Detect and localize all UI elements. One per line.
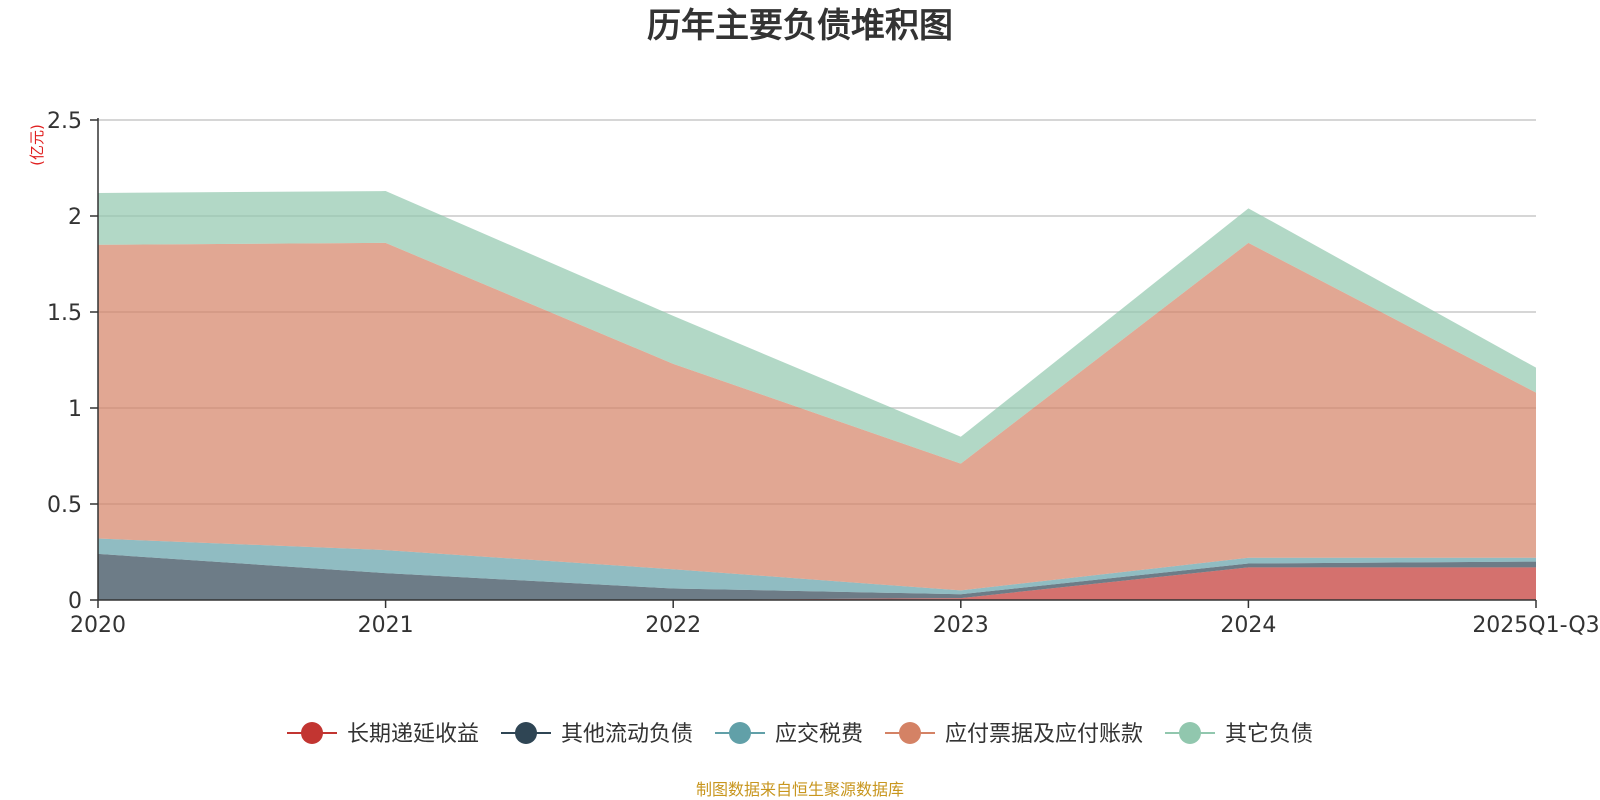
y-tick-label: 2 bbox=[68, 205, 82, 230]
y-tick-label: 0 bbox=[68, 589, 82, 614]
legend-marker-dot bbox=[301, 722, 323, 744]
data-source-note: 制图数据来自恒生聚源数据库 bbox=[696, 780, 904, 799]
area-series-5 bbox=[98, 191, 1536, 464]
area-series-2 bbox=[98, 553, 1536, 600]
x-tick-label: 2020 bbox=[70, 613, 126, 638]
legend-label: 应付票据及应付账款 bbox=[945, 722, 1143, 747]
legend-label: 其它负债 bbox=[1225, 722, 1313, 747]
legend-item: 应付票据及应付账款 bbox=[885, 722, 1143, 747]
area-series-3 bbox=[98, 538, 1536, 595]
legend-marker-dot bbox=[1179, 722, 1201, 744]
axes: 0 0.5 1 1.5 2 2.5 2020 2021 2022 2023 2024 2025Q1-Q… bbox=[47, 109, 1600, 638]
legend-item: 应交税费 bbox=[715, 722, 863, 747]
y-tick-label: 1 bbox=[68, 397, 82, 422]
area-series-4 bbox=[98, 242, 1536, 591]
y-tick-label: 1.5 bbox=[47, 301, 82, 326]
x-tick-label: 2022 bbox=[645, 613, 701, 638]
legend-marker-dot bbox=[515, 722, 537, 744]
y-tick-label: 2.5 bbox=[47, 109, 82, 134]
legend-label: 长期递延收益 bbox=[347, 722, 479, 747]
legend: 长期递延收益 其他流动负债 应交税费 应付票据及应付账款 其它负债 bbox=[287, 722, 1313, 747]
legend-marker-dot bbox=[729, 722, 751, 744]
area-series-1 bbox=[98, 567, 1536, 600]
x-tick-label: 2021 bbox=[358, 613, 414, 638]
x-tick-label: 2023 bbox=[933, 613, 989, 638]
legend-item: 其它负债 bbox=[1165, 722, 1313, 747]
y-tick-label: 0.5 bbox=[47, 493, 82, 518]
area-series-layer bbox=[98, 191, 1536, 600]
x-tick-label: 2024 bbox=[1220, 613, 1276, 638]
legend-marker-dot bbox=[899, 722, 921, 744]
legend-label: 其他流动负债 bbox=[561, 722, 693, 747]
y-axis-unit-label: (亿元) bbox=[28, 124, 46, 166]
chart-title: 历年主要负债堆积图 bbox=[647, 6, 953, 46]
legend-item: 长期递延收益 bbox=[287, 722, 479, 747]
x-tick-label: 2025Q1-Q3 bbox=[1472, 613, 1599, 638]
legend-item: 其他流动负债 bbox=[501, 722, 693, 747]
legend-label: 应交税费 bbox=[775, 722, 863, 747]
